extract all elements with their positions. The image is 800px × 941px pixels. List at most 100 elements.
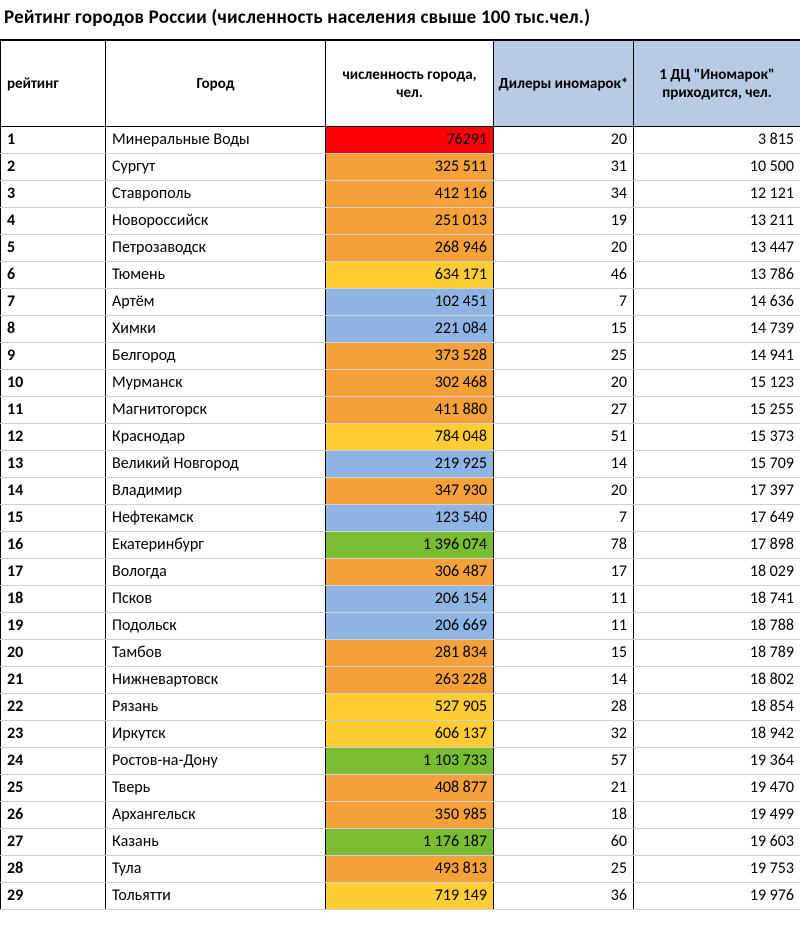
cell-perdc: 18 788: [634, 613, 800, 640]
cell-dealers: 27: [494, 397, 634, 424]
cell-perdc: 18 942: [634, 721, 800, 748]
cell-dealers: 21: [494, 775, 634, 802]
cell-dealers: 11: [494, 586, 634, 613]
cell-city: Рязань: [106, 694, 326, 721]
table-row: 15Нефтекамск123 540717 649: [1, 505, 800, 532]
header-row: рейтинг Город численность города, чел. Д…: [1, 41, 800, 127]
table-row: 3Ставрополь412 1163412 121: [1, 181, 800, 208]
cell-city: Ростов-на-Дону: [106, 748, 326, 775]
cell-population: 221 084: [326, 316, 494, 343]
cell-perdc: 3 815: [634, 127, 800, 154]
cell-dealers: 34: [494, 181, 634, 208]
cell-rank: 27: [1, 829, 106, 856]
cell-rank: 7: [1, 289, 106, 316]
cell-perdc: 18 741: [634, 586, 800, 613]
cell-population: 350 985: [326, 802, 494, 829]
cell-perdc: 13 786: [634, 262, 800, 289]
cell-dealers: 25: [494, 856, 634, 883]
cell-city: Архангельск: [106, 802, 326, 829]
cell-perdc: 15 709: [634, 451, 800, 478]
cell-perdc: 14 941: [634, 343, 800, 370]
cell-rank: 22: [1, 694, 106, 721]
table-row: 7Артём102 451714 636: [1, 289, 800, 316]
cell-city: Минеральные Воды: [106, 127, 326, 154]
col-header-population: численность города, чел.: [326, 41, 494, 127]
cell-rank: 14: [1, 478, 106, 505]
cell-population: 408 877: [326, 775, 494, 802]
cell-population: 1 103 733: [326, 748, 494, 775]
cell-population: 347 930: [326, 478, 494, 505]
cell-rank: 16: [1, 532, 106, 559]
table-row: 21Нижневартовск263 2281418 802: [1, 667, 800, 694]
cell-city: Екатеринбург: [106, 532, 326, 559]
cell-population: 76291: [326, 127, 494, 154]
cell-rank: 5: [1, 235, 106, 262]
table-row: 22Рязань527 9052818 854: [1, 694, 800, 721]
cell-population: 719 149: [326, 883, 494, 910]
cell-population: 1 176 187: [326, 829, 494, 856]
cell-dealers: 78: [494, 532, 634, 559]
table-row: 23Иркутск606 1373218 942: [1, 721, 800, 748]
col-header-dealers: Дилеры иномарок*: [494, 41, 634, 127]
table-row: 10Мурманск302 4682015 123: [1, 370, 800, 397]
cell-population: 634 171: [326, 262, 494, 289]
cell-rank: 8: [1, 316, 106, 343]
cell-dealers: 31: [494, 154, 634, 181]
cell-city: Белгород: [106, 343, 326, 370]
cell-perdc: 12 121: [634, 181, 800, 208]
cell-population: 411 880: [326, 397, 494, 424]
cell-city: Великий Новгород: [106, 451, 326, 478]
table-row: 20Тамбов281 8341518 789: [1, 640, 800, 667]
cell-dealers: 46: [494, 262, 634, 289]
table-row: 4Новороссийск251 0131913 211: [1, 208, 800, 235]
cell-rank: 2: [1, 154, 106, 181]
table-row: 17Вологда306 4871718 029: [1, 559, 800, 586]
cell-dealers: 32: [494, 721, 634, 748]
cell-perdc: 19 470: [634, 775, 800, 802]
cell-rank: 24: [1, 748, 106, 775]
cell-population: 281 834: [326, 640, 494, 667]
table-body: 1Минеральные Воды76291203 8152Сургут325 …: [1, 127, 800, 910]
cell-city: Владимир: [106, 478, 326, 505]
cell-perdc: 13 211: [634, 208, 800, 235]
cell-perdc: 19 603: [634, 829, 800, 856]
cell-city: Химки: [106, 316, 326, 343]
table-row: 18Псков206 1541118 741: [1, 586, 800, 613]
cell-rank: 1: [1, 127, 106, 154]
cell-population: 325 511: [326, 154, 494, 181]
cell-perdc: 18 854: [634, 694, 800, 721]
cell-perdc: 10 500: [634, 154, 800, 181]
cell-rank: 29: [1, 883, 106, 910]
cell-perdc: 18 802: [634, 667, 800, 694]
table-row: 8Химки221 0841514 739: [1, 316, 800, 343]
cell-rank: 6: [1, 262, 106, 289]
cell-rank: 18: [1, 586, 106, 613]
cell-dealers: 60: [494, 829, 634, 856]
table-row: 6Тюмень634 1714613 786: [1, 262, 800, 289]
table-row: 12Краснодар784 0485115 373: [1, 424, 800, 451]
cell-city: Нижневартовск: [106, 667, 326, 694]
table-row: 13Великий Новгород219 9251415 709: [1, 451, 800, 478]
cell-population: 527 905: [326, 694, 494, 721]
table-row: 1Минеральные Воды76291203 815: [1, 127, 800, 154]
cell-dealers: 25: [494, 343, 634, 370]
cell-city: Краснодар: [106, 424, 326, 451]
cell-rank: 23: [1, 721, 106, 748]
cell-population: 102 451: [326, 289, 494, 316]
cell-rank: 17: [1, 559, 106, 586]
cell-perdc: 19 364: [634, 748, 800, 775]
cell-dealers: 7: [494, 289, 634, 316]
table-row: 27Казань1 176 1876019 603: [1, 829, 800, 856]
cell-perdc: 18 029: [634, 559, 800, 586]
cell-city: Ставрополь: [106, 181, 326, 208]
cell-dealers: 20: [494, 235, 634, 262]
cell-perdc: 15 123: [634, 370, 800, 397]
cell-dealers: 20: [494, 478, 634, 505]
cell-city: Артём: [106, 289, 326, 316]
cell-rank: 10: [1, 370, 106, 397]
cell-rank: 25: [1, 775, 106, 802]
cell-dealers: 36: [494, 883, 634, 910]
cell-dealers: 15: [494, 640, 634, 667]
cell-rank: 4: [1, 208, 106, 235]
table-row: 11Магнитогорск411 8802715 255: [1, 397, 800, 424]
